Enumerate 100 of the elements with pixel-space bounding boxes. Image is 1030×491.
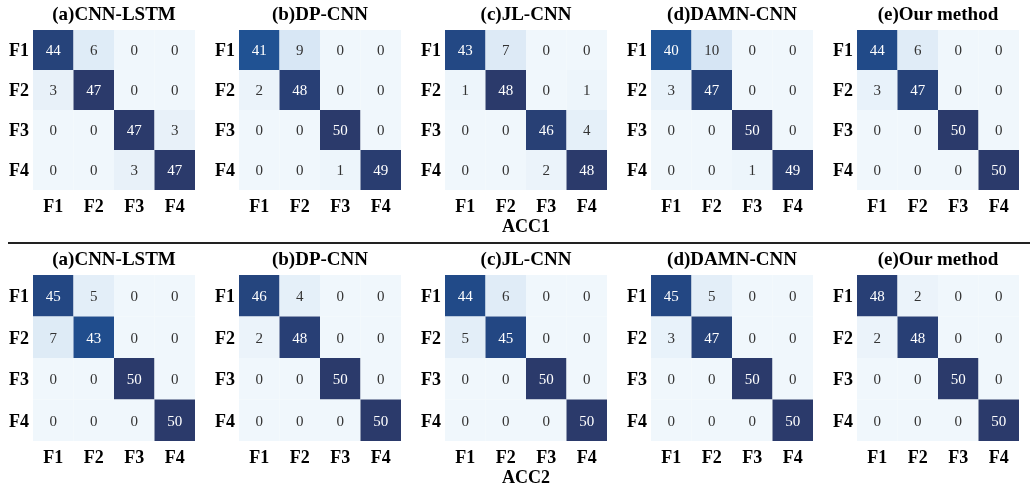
data-label: 5 bbox=[90, 288, 98, 304]
data-label: 0 bbox=[708, 162, 716, 179]
data-label: 0 bbox=[873, 412, 881, 429]
chart-title: (a)CNN-LSTM bbox=[52, 3, 176, 25]
y-tick-label: F3 bbox=[215, 369, 235, 390]
x-tick-label: F4 bbox=[370, 196, 391, 216]
data-label: 0 bbox=[377, 122, 385, 139]
data-label: 50 bbox=[126, 371, 142, 387]
data-label: 0 bbox=[954, 329, 962, 346]
data-label: 6 bbox=[914, 42, 922, 59]
data-label: 0 bbox=[255, 412, 263, 429]
chart-title: (e)Our method bbox=[877, 3, 999, 25]
data-label: 47 bbox=[167, 162, 183, 179]
y-tick-label: F4 bbox=[627, 160, 647, 181]
x-tick-label: F2 bbox=[701, 447, 722, 467]
x-tick-label: F2 bbox=[701, 196, 722, 216]
data-label: 0 bbox=[583, 288, 591, 304]
data-label: 0 bbox=[667, 162, 675, 179]
x-tick-label: F3 bbox=[330, 447, 351, 467]
y-tick-label: F4 bbox=[627, 410, 647, 431]
data-label: 0 bbox=[914, 162, 922, 179]
data-label: 0 bbox=[583, 329, 591, 346]
data-label: 0 bbox=[954, 42, 962, 59]
data-label: 0 bbox=[130, 288, 138, 304]
data-label: 4 bbox=[583, 122, 591, 139]
data-label: 48 bbox=[910, 329, 926, 346]
data-label: 48 bbox=[292, 82, 308, 99]
data-label: 0 bbox=[789, 329, 797, 346]
data-label: 6 bbox=[502, 288, 510, 304]
data-label: 10 bbox=[704, 42, 720, 59]
y-tick-label: F4 bbox=[9, 160, 29, 181]
y-tick-label: F2 bbox=[627, 80, 647, 101]
data-label: 45 bbox=[663, 288, 679, 304]
y-tick-label: F3 bbox=[9, 120, 29, 141]
x-tick-label: F4 bbox=[988, 196, 1009, 216]
data-label: 7 bbox=[49, 329, 58, 346]
data-label: 0 bbox=[542, 412, 550, 429]
y-tick-label: F3 bbox=[627, 120, 647, 141]
data-label: 0 bbox=[542, 329, 550, 346]
data-label: 1 bbox=[336, 162, 344, 179]
data-label: 0 bbox=[90, 162, 98, 179]
data-label: 2 bbox=[255, 82, 263, 99]
x-tick-label: F2 bbox=[495, 447, 516, 467]
data-label: 0 bbox=[667, 122, 675, 139]
x-tick-label: F4 bbox=[576, 447, 597, 467]
data-label: 40 bbox=[663, 42, 679, 59]
data-label: 0 bbox=[377, 371, 385, 387]
x-tick-label: F2 bbox=[83, 447, 104, 467]
x-tick-label: F3 bbox=[124, 196, 145, 216]
x-tick-label: F3 bbox=[742, 447, 763, 467]
x-tick-label: F1 bbox=[661, 447, 682, 467]
x-tick-label: F3 bbox=[536, 447, 557, 467]
data-label: 44 bbox=[869, 42, 886, 59]
data-label: 9 bbox=[296, 42, 304, 59]
y-tick-label: F4 bbox=[421, 160, 441, 181]
x-axis-title: ACC2 bbox=[502, 467, 550, 487]
data-label: 0 bbox=[130, 412, 138, 429]
data-label: 0 bbox=[708, 412, 716, 429]
y-tick-label: F1 bbox=[627, 286, 647, 307]
data-label: 2 bbox=[255, 329, 263, 346]
data-label: 0 bbox=[873, 122, 881, 139]
data-label: 0 bbox=[748, 42, 756, 59]
data-label: 0 bbox=[748, 329, 756, 346]
data-label: 50 bbox=[744, 122, 760, 139]
data-label: 0 bbox=[377, 82, 385, 99]
data-label: 47 bbox=[126, 122, 143, 139]
data-label: 6 bbox=[90, 42, 98, 59]
data-label: 0 bbox=[914, 371, 922, 387]
data-label: 0 bbox=[90, 412, 98, 429]
x-tick-label: F4 bbox=[164, 447, 185, 467]
data-label: 50 bbox=[167, 412, 183, 429]
data-label: 0 bbox=[748, 82, 756, 99]
data-label: 0 bbox=[255, 162, 263, 179]
x-tick-label: F4 bbox=[164, 196, 185, 216]
data-label: 0 bbox=[171, 82, 179, 99]
y-tick-label: F4 bbox=[421, 410, 441, 431]
data-label: 0 bbox=[873, 371, 881, 387]
data-label: 0 bbox=[502, 412, 510, 429]
data-label: 0 bbox=[583, 42, 591, 59]
data-label: 0 bbox=[49, 162, 57, 179]
x-tick-label: F2 bbox=[495, 196, 516, 216]
y-tick-label: F1 bbox=[215, 286, 235, 307]
y-tick-label: F1 bbox=[421, 286, 441, 307]
data-label: 44 bbox=[45, 42, 62, 59]
x-tick-label: F3 bbox=[536, 196, 557, 216]
data-label: 47 bbox=[704, 329, 720, 346]
data-label: 50 bbox=[785, 412, 801, 429]
chart-title: (b)DP-CNN bbox=[271, 3, 369, 25]
x-axis-title: ACC1 bbox=[502, 216, 550, 236]
x-tick-label: F1 bbox=[455, 196, 476, 216]
data-label: 0 bbox=[296, 162, 304, 179]
data-label: 49 bbox=[373, 162, 389, 179]
data-label: 5 bbox=[461, 329, 469, 346]
data-label: 0 bbox=[914, 412, 922, 429]
x-tick-label: F3 bbox=[948, 196, 969, 216]
data-label: 0 bbox=[171, 288, 179, 304]
y-tick-label: F1 bbox=[833, 40, 853, 61]
data-label: 0 bbox=[542, 288, 550, 304]
data-label: 0 bbox=[377, 42, 385, 59]
data-label: 0 bbox=[995, 122, 1003, 139]
